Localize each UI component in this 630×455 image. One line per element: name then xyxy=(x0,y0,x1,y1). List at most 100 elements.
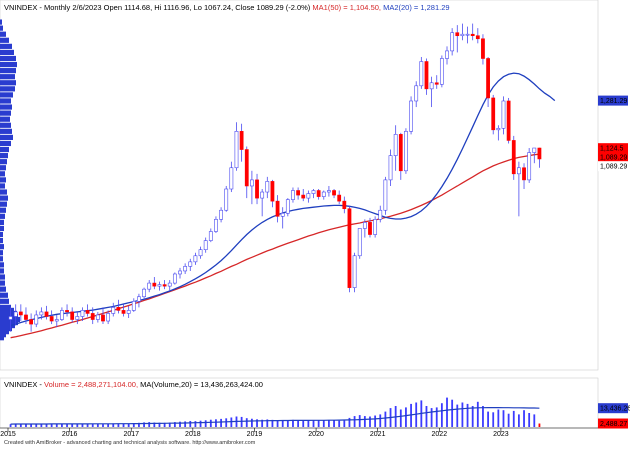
profile-bar xyxy=(0,183,5,189)
profile-bar xyxy=(0,110,11,116)
profile-bar xyxy=(0,68,16,74)
profile-bar xyxy=(0,19,2,25)
price-tag-label: 1,281.29 xyxy=(600,98,627,105)
volume-bar xyxy=(456,404,459,427)
x-tick-label: 2015 xyxy=(0,431,16,438)
candle-body xyxy=(214,219,218,232)
profile-bar xyxy=(0,146,9,153)
candle-body xyxy=(239,131,244,150)
profile-bar xyxy=(0,92,13,98)
candle-body xyxy=(126,310,131,314)
candle-body xyxy=(388,155,393,181)
volume-bar xyxy=(179,421,181,427)
candle-body xyxy=(44,311,49,317)
volume-bar xyxy=(66,423,68,427)
candle-body xyxy=(455,32,460,37)
candle-body xyxy=(250,179,254,187)
profile-bar xyxy=(0,49,14,56)
candle-body xyxy=(481,38,485,59)
volume-bar xyxy=(127,423,130,427)
candle-body xyxy=(24,314,28,320)
volume-bar xyxy=(399,409,402,427)
volume-bars xyxy=(9,397,541,427)
candle-body xyxy=(260,191,265,199)
volume-bar xyxy=(138,422,140,427)
candle-body xyxy=(347,208,352,288)
volume-bar xyxy=(9,424,12,427)
candle-body xyxy=(434,82,439,85)
volume-bar xyxy=(209,419,212,427)
volume-bar xyxy=(271,419,274,427)
volume-bar xyxy=(297,420,300,427)
volume-bar xyxy=(512,410,515,427)
candle-body xyxy=(208,231,213,241)
volume-bar xyxy=(19,424,22,427)
profile-bar xyxy=(0,80,16,86)
volume-bar xyxy=(523,410,525,427)
profile-bar xyxy=(0,134,13,141)
volume-bar xyxy=(379,414,382,427)
volume-bar xyxy=(256,419,258,427)
volume-bar xyxy=(14,423,17,427)
candle-body xyxy=(291,190,295,200)
volume-bar xyxy=(281,420,284,427)
profile-bar xyxy=(0,335,4,341)
profile-bar xyxy=(0,74,15,80)
profile-bar xyxy=(0,37,9,43)
candle-body xyxy=(511,140,516,175)
candle-body xyxy=(316,190,321,197)
volume-bar xyxy=(25,424,27,427)
price-header-ma2: MA2(20) = 1,281.29 xyxy=(383,3,450,12)
candle-body xyxy=(172,273,177,284)
profile-bar xyxy=(0,231,3,238)
candle-body xyxy=(101,314,105,322)
volume-header-symbol: VNINDEX xyxy=(4,380,37,389)
x-tick-label: 2016 xyxy=(62,431,78,438)
candle-body xyxy=(311,190,316,194)
profile-bar xyxy=(0,268,4,274)
volume-bar xyxy=(466,403,469,427)
x-tick-label: 2021 xyxy=(370,431,386,438)
volume-bar xyxy=(425,406,428,427)
volume-bar xyxy=(117,423,120,427)
candle-body xyxy=(29,319,33,325)
volume-bar xyxy=(446,397,448,427)
candle-body xyxy=(491,97,496,131)
candle-body xyxy=(18,311,23,316)
profile-bar xyxy=(0,250,3,256)
candle-body xyxy=(137,296,141,302)
profile-bar xyxy=(0,25,3,31)
candle-body xyxy=(255,179,259,199)
candle-body xyxy=(383,179,388,211)
candle-body xyxy=(475,35,480,40)
profile-bar xyxy=(0,304,11,310)
candle-body xyxy=(373,219,378,235)
volume-header-value: Volume = 2,488,271,104.00, xyxy=(44,380,140,389)
volume-ma-line xyxy=(10,407,540,425)
candle-body xyxy=(162,284,167,287)
candle-body xyxy=(517,167,521,175)
candle-body xyxy=(429,82,434,90)
candle-body xyxy=(131,300,136,311)
volume-bar xyxy=(317,420,320,427)
profile-bar xyxy=(0,201,7,207)
candle-body xyxy=(178,270,182,275)
profile-bar xyxy=(0,122,11,128)
volume-header: VNINDEX - Volume = 2,488,271,104.00, MA(… xyxy=(4,380,263,389)
volume-header-sep: - xyxy=(37,380,44,389)
volume-tags: 13,436.26 2,488.27 xyxy=(598,403,630,429)
volume-bar xyxy=(333,420,335,427)
volume-bar xyxy=(507,413,510,427)
candle-body xyxy=(203,240,208,251)
profile-bar xyxy=(0,326,12,332)
volume-bar xyxy=(440,403,443,427)
volume-bar xyxy=(81,423,84,427)
volume-bar xyxy=(107,423,110,427)
candle-body xyxy=(34,314,39,325)
volume-bar xyxy=(240,416,243,427)
candle-body xyxy=(275,200,280,217)
candle-body xyxy=(306,193,311,199)
profile-bar xyxy=(0,244,4,250)
candle-body xyxy=(106,313,111,322)
candle-body xyxy=(465,33,470,36)
